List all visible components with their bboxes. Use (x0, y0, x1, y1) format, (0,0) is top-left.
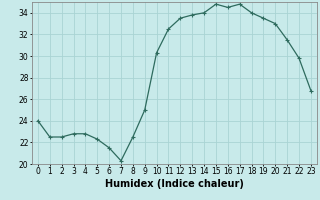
X-axis label: Humidex (Indice chaleur): Humidex (Indice chaleur) (105, 179, 244, 189)
